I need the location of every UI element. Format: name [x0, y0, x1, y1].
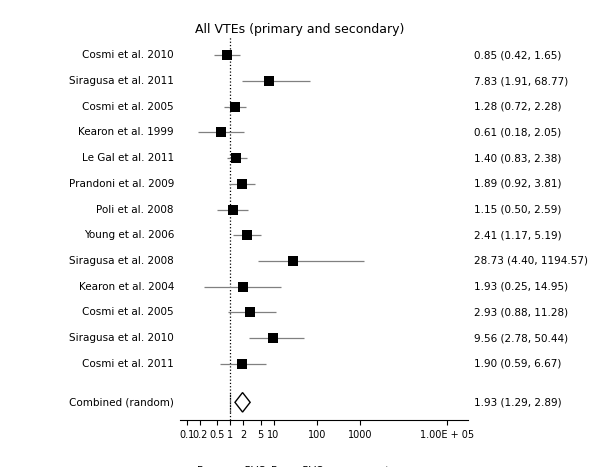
Text: 1.93 (1.29, 2.89): 1.93 (1.29, 2.89): [474, 397, 562, 407]
Text: Le Gal et al. 2011: Le Gal et al. 2011: [82, 153, 174, 163]
Text: 2.41 (1.17, 5.19): 2.41 (1.17, 5.19): [474, 230, 562, 240]
Text: Combined (random): Combined (random): [69, 397, 174, 407]
Text: Favor no RVO: Favor no RVO: [197, 466, 266, 467]
Text: Siragusa et al. 2010: Siragusa et al. 2010: [69, 333, 174, 343]
Text: Siragusa et al. 2011: Siragusa et al. 2011: [69, 76, 174, 86]
Text: 1.40 (0.83, 2.38): 1.40 (0.83, 2.38): [474, 153, 562, 163]
Text: 7.83 (1.91, 68.77): 7.83 (1.91, 68.77): [474, 76, 568, 86]
Text: All VTEs (primary and secondary): All VTEs (primary and secondary): [196, 23, 404, 36]
Text: Poli et al. 2008: Poli et al. 2008: [97, 205, 174, 214]
Text: Young et al. 2006: Young et al. 2006: [83, 230, 174, 240]
Text: Cosmi et al. 2011: Cosmi et al. 2011: [82, 359, 174, 369]
Text: 0.61 (0.18, 2.05): 0.61 (0.18, 2.05): [474, 127, 561, 137]
Text: Siragusa et al. 2008: Siragusa et al. 2008: [69, 256, 174, 266]
Text: Prandoni et al. 2009: Prandoni et al. 2009: [68, 179, 174, 189]
Text: 9.56 (2.78, 50.44): 9.56 (2.78, 50.44): [474, 333, 568, 343]
Text: 1.28 (0.72, 2.28): 1.28 (0.72, 2.28): [474, 102, 562, 112]
Text: Cosmi et al. 2010: Cosmi et al. 2010: [82, 50, 174, 60]
Text: 2.93 (0.88, 11.28): 2.93 (0.88, 11.28): [474, 307, 568, 318]
Text: Favor RVO assessment: Favor RVO assessment: [271, 466, 389, 467]
Text: Kearon et al. 1999: Kearon et al. 1999: [79, 127, 174, 137]
Text: 0.85 (0.42, 1.65): 0.85 (0.42, 1.65): [474, 50, 562, 60]
Text: 28.73 (4.40, 1194.57): 28.73 (4.40, 1194.57): [474, 256, 588, 266]
Text: Cosmi et al. 2005: Cosmi et al. 2005: [82, 307, 174, 318]
Text: 1.15 (0.50, 2.59): 1.15 (0.50, 2.59): [474, 205, 562, 214]
Text: 1.93 (0.25, 14.95): 1.93 (0.25, 14.95): [474, 282, 568, 292]
Text: Cosmi et al. 2005: Cosmi et al. 2005: [82, 102, 174, 112]
Text: 1.89 (0.92, 3.81): 1.89 (0.92, 3.81): [474, 179, 562, 189]
Polygon shape: [235, 393, 250, 412]
Text: Kearon et al. 2004: Kearon et al. 2004: [79, 282, 174, 292]
Text: 1.90 (0.59, 6.67): 1.90 (0.59, 6.67): [474, 359, 562, 369]
